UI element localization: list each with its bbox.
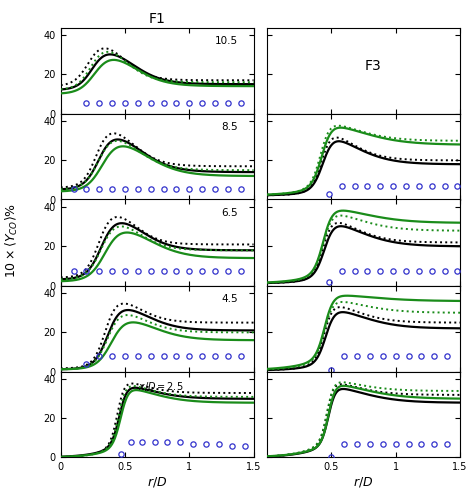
X-axis label: $r/D$: $r/D$: [147, 475, 167, 489]
Text: $10 \times \langle Y_{CO}\rangle\%$: $10 \times \langle Y_{CO}\rangle\%$: [4, 202, 20, 278]
Text: 10.5: 10.5: [215, 36, 238, 46]
Title: F1: F1: [149, 12, 166, 26]
Text: $x/D = 2.5$: $x/D = 2.5$: [138, 380, 184, 393]
Text: 4.5: 4.5: [221, 294, 238, 304]
X-axis label: $r/D$: $r/D$: [354, 475, 374, 489]
Text: 6.5: 6.5: [221, 208, 238, 218]
Text: F3: F3: [365, 59, 382, 73]
Text: 8.5: 8.5: [221, 122, 238, 132]
